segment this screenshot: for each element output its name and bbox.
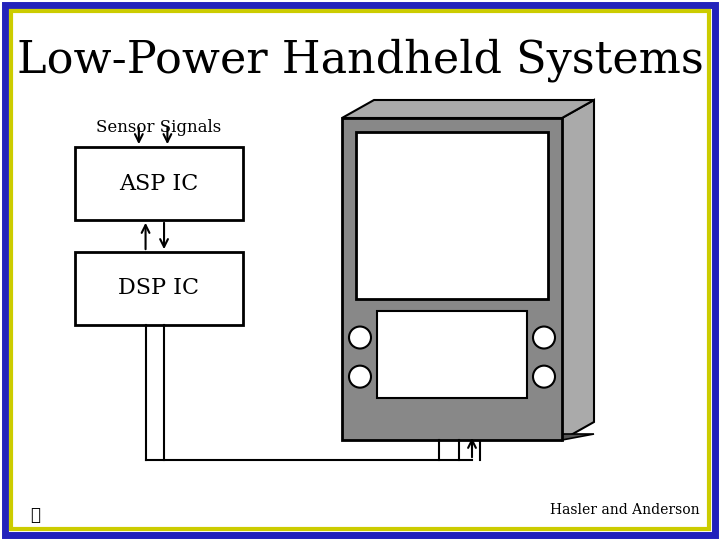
- Bar: [377, 312, 527, 399]
- Bar: [75, 252, 243, 325]
- Text: Low-Power Handheld Systems: Low-Power Handheld Systems: [17, 38, 703, 82]
- Text: DSP IC: DSP IC: [119, 278, 199, 300]
- Bar: [356, 132, 548, 300]
- Text: Hasler and Anderson: Hasler and Anderson: [550, 503, 700, 517]
- Bar: [75, 147, 243, 220]
- Circle shape: [533, 327, 555, 348]
- Polygon shape: [562, 100, 594, 440]
- Polygon shape: [342, 434, 594, 440]
- Circle shape: [533, 366, 555, 388]
- Circle shape: [349, 366, 371, 388]
- Text: ASP IC: ASP IC: [120, 172, 199, 194]
- Circle shape: [349, 327, 371, 348]
- Polygon shape: [342, 100, 594, 118]
- Bar: [342, 118, 562, 440]
- Text: 🐝: 🐝: [30, 506, 40, 524]
- Text: Sensor Signals: Sensor Signals: [96, 119, 222, 137]
